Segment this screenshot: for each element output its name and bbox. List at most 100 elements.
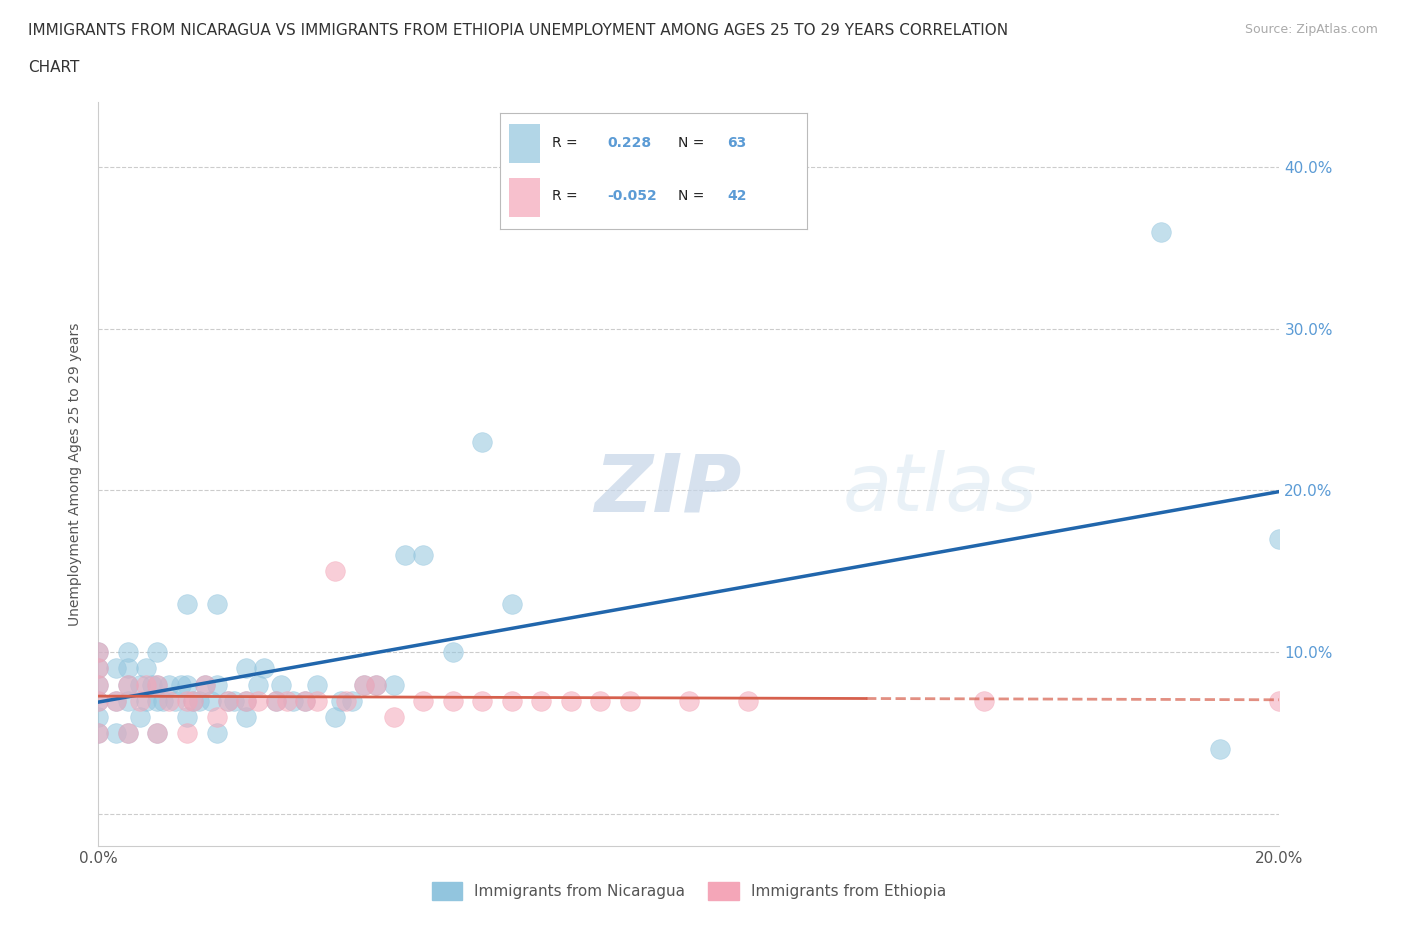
Point	[176, 710, 198, 724]
Point	[342, 693, 364, 708]
Point	[141, 677, 163, 692]
Text: Source: ZipAtlas.com: Source: ZipAtlas.com	[1244, 23, 1378, 36]
Point	[87, 710, 110, 724]
Point	[128, 693, 150, 708]
Point	[246, 677, 269, 692]
Point	[217, 693, 239, 708]
Point	[305, 693, 328, 708]
Text: IMMIGRANTS FROM NICARAGUA VS IMMIGRANTS FROM ETHIOPIA UNEMPLOYMENT AMONG AGES 25: IMMIGRANTS FROM NICARAGUA VS IMMIGRANTS …	[28, 23, 1008, 38]
Point	[128, 710, 150, 724]
Point	[105, 725, 128, 740]
Point	[187, 693, 209, 708]
Point	[157, 677, 180, 692]
Point	[205, 677, 228, 692]
Point	[128, 677, 150, 692]
Point	[205, 710, 228, 724]
Point	[87, 661, 110, 676]
Point	[364, 677, 387, 692]
Point	[194, 677, 217, 692]
Point	[294, 693, 316, 708]
Point	[146, 725, 169, 740]
Point	[441, 644, 464, 659]
Point	[87, 661, 110, 676]
Point	[105, 693, 128, 708]
Point	[1150, 224, 1173, 239]
Point	[246, 693, 269, 708]
Point	[87, 693, 110, 708]
Point	[87, 725, 110, 740]
Point	[264, 693, 287, 708]
Point	[135, 677, 157, 692]
Point	[382, 677, 405, 692]
Point	[560, 693, 582, 708]
Point	[394, 548, 416, 563]
Point	[117, 677, 139, 692]
Point	[235, 710, 257, 724]
Point	[305, 677, 328, 692]
Point	[176, 725, 198, 740]
Point	[87, 644, 110, 659]
Point	[1209, 742, 1232, 757]
Point	[181, 693, 204, 708]
Point	[276, 693, 298, 708]
Point	[117, 725, 139, 740]
Point	[117, 644, 139, 659]
Point	[323, 564, 346, 578]
Point	[87, 725, 110, 740]
Point	[678, 693, 700, 708]
Point	[146, 725, 169, 740]
Point	[737, 693, 759, 708]
Point	[205, 725, 228, 740]
Point	[412, 693, 434, 708]
Point	[146, 693, 169, 708]
Point	[329, 693, 352, 708]
Point	[146, 677, 169, 692]
Point	[589, 693, 612, 708]
Point	[335, 693, 357, 708]
Point	[323, 710, 346, 724]
Point	[170, 677, 193, 692]
Point	[501, 596, 523, 611]
Point	[235, 693, 257, 708]
Point	[270, 677, 292, 692]
Point	[176, 693, 198, 708]
Point	[105, 693, 128, 708]
Point	[382, 710, 405, 724]
Point	[441, 693, 464, 708]
Y-axis label: Unemployment Among Ages 25 to 29 years: Unemployment Among Ages 25 to 29 years	[69, 323, 83, 626]
Point	[117, 677, 139, 692]
Point	[157, 693, 180, 708]
Point	[264, 693, 287, 708]
Point	[224, 693, 246, 708]
Point	[87, 644, 110, 659]
Point	[181, 693, 204, 708]
Point	[530, 693, 553, 708]
Point	[135, 661, 157, 676]
Point	[176, 677, 198, 692]
Point	[87, 677, 110, 692]
Point	[235, 693, 257, 708]
Point	[471, 434, 494, 449]
Point	[364, 677, 387, 692]
Point	[105, 661, 128, 676]
Legend: Immigrants from Nicaragua, Immigrants from Ethiopia: Immigrants from Nicaragua, Immigrants fr…	[426, 876, 952, 906]
Point	[117, 725, 139, 740]
Point	[87, 693, 110, 708]
Point	[146, 644, 169, 659]
Point	[235, 661, 257, 676]
Point	[194, 677, 217, 692]
Point	[353, 677, 375, 692]
Point	[294, 693, 316, 708]
Point	[283, 693, 305, 708]
Point	[619, 693, 641, 708]
Point	[253, 661, 276, 676]
Point	[973, 693, 995, 708]
Point	[501, 693, 523, 708]
Point	[471, 693, 494, 708]
Point	[200, 693, 222, 708]
Point	[176, 596, 198, 611]
Point	[87, 677, 110, 692]
Point	[1268, 693, 1291, 708]
Point	[117, 661, 139, 676]
Point	[152, 693, 174, 708]
